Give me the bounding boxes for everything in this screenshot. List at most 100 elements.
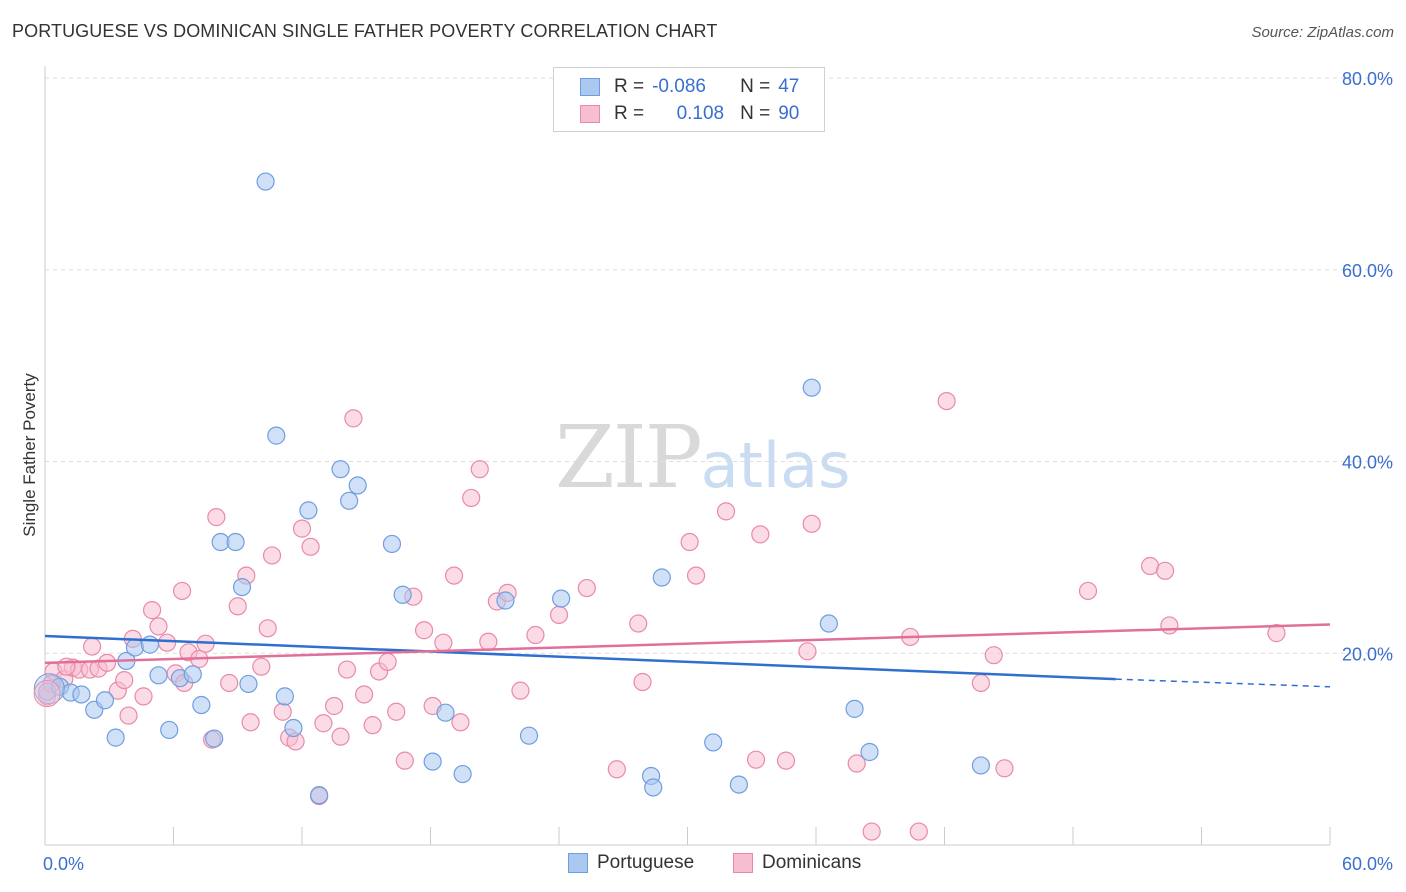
dominicans-point — [847, 754, 866, 773]
legend-label-portuguese: Portuguese — [597, 852, 695, 873]
y-tick-label: 60.0% — [1342, 261, 1393, 281]
portuguese-point — [652, 568, 671, 587]
dominicans-point — [325, 696, 344, 716]
dominicans-point — [680, 532, 699, 552]
legend-r-value: 0.108 — [676, 103, 725, 124]
portuguese-point — [423, 752, 442, 771]
dominicans-point — [142, 601, 162, 620]
dominicans-point — [1155, 561, 1175, 580]
portuguese-point — [860, 742, 879, 762]
dominicans-point — [119, 706, 138, 725]
dominicans-point — [172, 581, 192, 601]
x-tick-label: 0.0% — [43, 854, 84, 874]
watermark-atlas: atlas — [700, 429, 851, 502]
dominicans-point — [220, 673, 239, 693]
legend-swatch-portuguese — [580, 78, 600, 96]
dominicans-point — [909, 822, 928, 841]
portuguese-point — [704, 733, 723, 752]
legend-r-label: R = — [614, 76, 645, 97]
portuguese-point — [819, 614, 838, 633]
portuguese-point — [125, 638, 145, 657]
dominicans-point — [686, 566, 706, 585]
portuguese-point — [192, 695, 211, 715]
legend-item-portuguese[interactable]: Portuguese — [568, 852, 694, 874]
portuguese-point — [267, 426, 286, 445]
legend-n-label: N = — [740, 103, 771, 124]
dominicans-point — [378, 652, 397, 671]
dominicans-point — [83, 637, 102, 656]
dominicans-point — [526, 625, 545, 645]
dominicans-point — [1267, 624, 1286, 643]
portuguese-point — [140, 635, 160, 654]
portuguese-point — [239, 674, 258, 694]
dominicans-point — [241, 713, 260, 732]
dominicans-point — [228, 597, 247, 616]
legend-n-value: 90 — [778, 103, 800, 124]
portuguese-point — [183, 665, 202, 684]
portuguese-point — [226, 532, 245, 552]
dominicans-point — [57, 657, 76, 676]
portuguese-point — [845, 699, 864, 718]
chart-title: PORTUGUESE VS DOMINICAN SINGLE FATHER PO… — [12, 21, 718, 41]
portuguese-point — [552, 589, 571, 608]
portuguese-point — [310, 786, 329, 805]
portuguese-point — [393, 585, 412, 604]
dominicans-point — [363, 716, 382, 735]
dominicans-point — [33, 680, 61, 708]
dominicans-point — [633, 672, 652, 692]
legend-n-label: N = — [740, 76, 771, 97]
watermark-zip: ZIP — [555, 408, 703, 508]
dominicans-point — [134, 687, 153, 706]
dominicans-point — [1078, 581, 1098, 601]
portuguese-trendline-extension — [1115, 678, 1331, 688]
dominicans-point — [444, 566, 464, 585]
portuguese-point — [729, 775, 749, 794]
dominicans-point — [607, 760, 626, 779]
dominicans-point — [937, 391, 956, 411]
portuguese-trendline — [44, 634, 1116, 681]
dominicans-point — [149, 617, 168, 636]
dominicans-point — [252, 657, 271, 676]
portuguese-point — [802, 378, 821, 397]
dominicans-point — [629, 614, 648, 633]
dominicans-point — [746, 750, 766, 769]
y-tick-label: 80.0% — [1342, 69, 1393, 89]
dominicans-point — [331, 727, 350, 746]
portuguese-point — [149, 666, 168, 685]
portuguese-point — [453, 764, 472, 784]
dominicans-point — [115, 670, 134, 690]
dominicans-point — [1160, 616, 1179, 635]
dominicans-point — [971, 673, 991, 693]
dominicans-point — [751, 525, 770, 544]
legend-row-dominicans: R = 0.108 N = 90 — [580, 102, 799, 126]
dominicans-point — [157, 633, 177, 652]
portuguese-point — [519, 726, 539, 745]
y-axis-label-wrap: Single Father Poverty — [0, 300, 60, 610]
dominicans-point — [262, 546, 282, 565]
dominicans-point — [798, 642, 817, 661]
portuguese-point — [256, 172, 275, 191]
y-axis-label: Single Father Poverty — [20, 373, 39, 537]
dominicans-point — [577, 578, 596, 598]
portuguese-point — [106, 728, 125, 747]
portuguese-point — [95, 691, 115, 710]
dominicans-point — [511, 681, 530, 700]
portuguese-point — [275, 687, 294, 706]
dominicans-trendline — [44, 623, 1331, 665]
dominicans-point — [776, 751, 796, 770]
dominicans-point — [98, 653, 117, 672]
dominicans-point — [984, 646, 1003, 665]
x-tick-label: 60.0% — [1342, 854, 1393, 874]
dominicans-point — [862, 822, 881, 841]
y-tick-label: 40.0% — [1342, 453, 1393, 473]
legend-r-label: R = — [614, 103, 645, 124]
dominicans-point — [337, 660, 357, 679]
portuguese-point — [299, 501, 318, 520]
dominicans-point — [802, 514, 821, 533]
watermark: ZIPatlas — [555, 408, 850, 508]
legend-item-dominicans[interactable]: Dominicans — [733, 852, 861, 874]
legend-swatch-portuguese — [568, 853, 588, 873]
portuguese-point — [496, 591, 515, 610]
portuguese-point — [382, 534, 402, 554]
